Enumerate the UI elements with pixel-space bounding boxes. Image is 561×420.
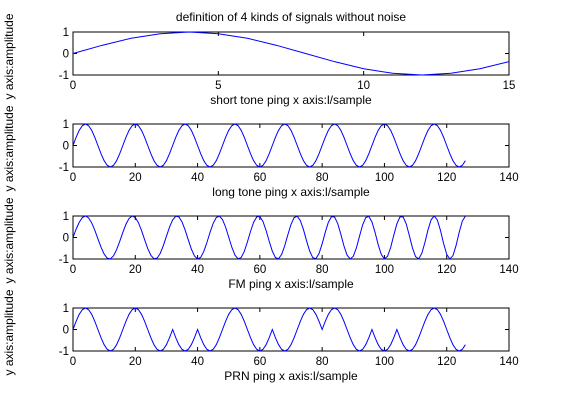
y-tick-label: 1 xyxy=(63,27,69,39)
y-axis-label: y axis:amplitude xyxy=(2,105,16,191)
x-tick-label: 60 xyxy=(253,172,266,184)
series-line xyxy=(72,307,466,352)
series-line xyxy=(72,123,466,168)
x-tick-label: 100 xyxy=(375,264,394,276)
y-tick-label: 0 xyxy=(63,325,69,337)
x-tick-label: 40 xyxy=(191,172,204,184)
x-tick-label: 15 xyxy=(503,80,516,92)
x-tick-label: 0 xyxy=(70,80,76,92)
x-axis-label: long tone ping x axis:l/sample xyxy=(212,185,370,199)
y-tick-label: 1 xyxy=(63,119,69,131)
y-axis-label: y axis:amplitude xyxy=(2,289,16,375)
x-tick-label: 140 xyxy=(499,356,518,368)
y-tick-label: -1 xyxy=(59,346,69,358)
x-tick-label: 0 xyxy=(70,172,76,184)
x-tick-label: 80 xyxy=(316,356,329,368)
x-tick-label: 20 xyxy=(129,356,142,368)
x-tick-label: 40 xyxy=(191,264,204,276)
series-line xyxy=(72,215,466,260)
y-tick-label: 1 xyxy=(63,211,69,223)
x-tick-label: 100 xyxy=(375,356,394,368)
y-axis-label: y axis:amplitude xyxy=(2,197,16,283)
x-tick-label: 0 xyxy=(70,356,76,368)
y-tick-label: 1 xyxy=(63,303,69,315)
x-tick-label: 20 xyxy=(129,264,142,276)
x-tick-label: 60 xyxy=(253,264,266,276)
y-axis-label: y axis:amplitude xyxy=(2,13,16,99)
x-axis-label: short tone ping x axis:l/sample xyxy=(210,93,372,107)
x-tick-label: 10 xyxy=(357,80,370,92)
y-tick-label: -1 xyxy=(59,162,69,174)
x-tick-label: 80 xyxy=(316,264,329,276)
x-tick-label: 40 xyxy=(191,356,204,368)
x-tick-label: 80 xyxy=(316,172,329,184)
y-tick-label: -1 xyxy=(59,254,69,266)
y-tick-label: 0 xyxy=(63,49,69,61)
x-tick-label: 120 xyxy=(437,356,456,368)
y-tick-label: 0 xyxy=(63,141,69,153)
y-tick-label: 0 xyxy=(63,233,69,245)
x-axis-label: FM ping x axis:l/sample xyxy=(228,277,354,291)
chart-title: definition of 4 kinds of signals without… xyxy=(176,10,406,24)
axes-box xyxy=(72,31,510,76)
x-tick-label: 120 xyxy=(437,264,456,276)
x-tick-label: 0 xyxy=(70,264,76,276)
series-line xyxy=(72,31,510,76)
x-tick-label: 140 xyxy=(499,172,518,184)
x-tick-label: 5 xyxy=(215,80,221,92)
x-tick-label: 120 xyxy=(437,172,456,184)
x-axis-label: PRN ping x axis:l/sample xyxy=(224,369,358,383)
x-tick-label: 100 xyxy=(375,172,394,184)
x-tick-label: 20 xyxy=(129,172,142,184)
y-tick-label: -1 xyxy=(59,70,69,82)
x-tick-label: 140 xyxy=(499,264,518,276)
x-tick-label: 60 xyxy=(253,356,266,368)
